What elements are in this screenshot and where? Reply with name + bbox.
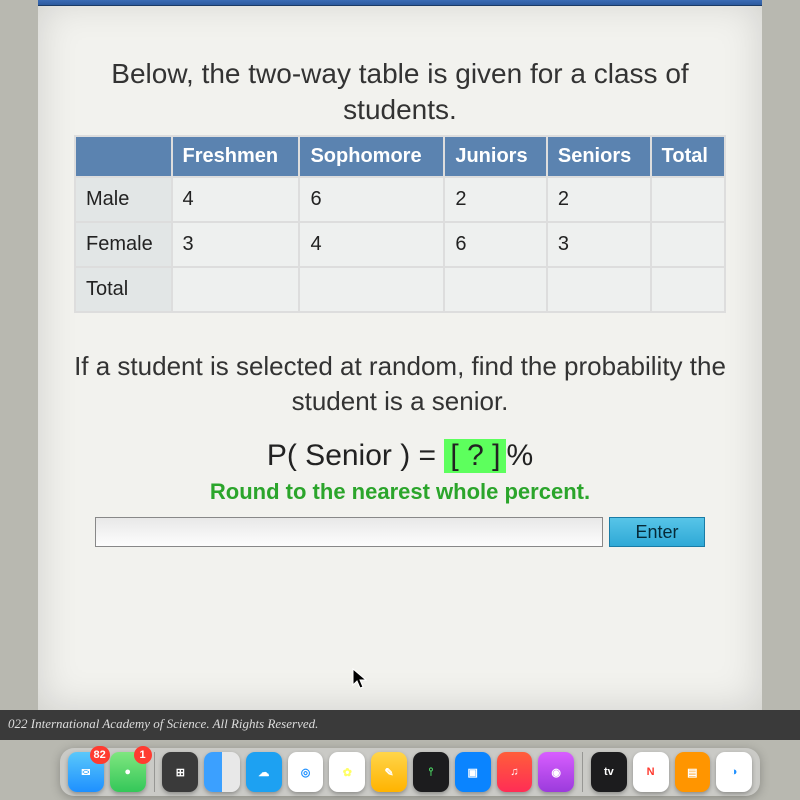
notes-icon[interactable]: ✎ (371, 752, 407, 792)
answer-placeholder: [ ? ] (444, 439, 506, 473)
notification-badge: 82 (90, 746, 110, 764)
stocks-icon[interactable]: ⫯ (413, 752, 449, 792)
finder-icon[interactable] (204, 752, 240, 792)
music-icon[interactable]: ♫ (497, 752, 533, 792)
table-cell (651, 267, 725, 312)
table-cell (444, 267, 547, 312)
table-cell: 3 (172, 222, 300, 267)
dock: ✉82●1 ⊞ ☁◎✿✎⫯▣♫◉ tvN▤◑ (60, 748, 760, 796)
mail-icon[interactable]: ✉82 (68, 752, 104, 792)
answer-input[interactable] (95, 517, 603, 547)
content-area: Below, the two-way table is given for a … (38, 6, 762, 567)
podcasts-icon[interactable]: ◉ (538, 752, 574, 792)
row-header: Male (75, 177, 172, 222)
table-cell: 6 (299, 177, 444, 222)
table-cell: 6 (444, 222, 547, 267)
row-header: Total (75, 267, 172, 312)
table-cell: 2 (444, 177, 547, 222)
app-window: Below, the two-way table is given for a … (38, 0, 762, 710)
table-row: Male4622 (75, 177, 725, 222)
table-row: Total (75, 267, 725, 312)
question-heading: Below, the two-way table is given for a … (74, 56, 726, 129)
table-cell: 4 (299, 222, 444, 267)
table-cell: 3 (547, 222, 651, 267)
news-icon[interactable]: N (633, 752, 669, 792)
col-header: Juniors (444, 136, 547, 177)
answer-row: Enter (95, 517, 705, 547)
table-cell: 2 (547, 177, 651, 222)
col-header-blank (75, 136, 172, 177)
table-cell (172, 267, 300, 312)
table-cell (651, 177, 725, 222)
photos-icon[interactable]: ✿ (329, 752, 365, 792)
books-icon[interactable]: ▤ (675, 752, 711, 792)
table-cell (651, 222, 725, 267)
tv-icon[interactable]: tv (591, 752, 627, 792)
table-row: Female3463 (75, 222, 725, 267)
two-way-table: FreshmenSophomoreJuniorsSeniorsTotal Mal… (74, 135, 726, 313)
col-header: Freshmen (172, 136, 300, 177)
table-cell: 4 (172, 177, 300, 222)
dock-divider (582, 752, 583, 792)
keynote-icon[interactable]: ▣ (455, 752, 491, 792)
probability-formula: P( Senior ) = [ ? ]% (74, 439, 726, 473)
copyright-footer: 022 International Academy of Science. Al… (0, 710, 800, 740)
calculator-icon[interactable]: ⊞ (162, 752, 198, 792)
formula-suffix: % (506, 439, 533, 472)
messages-icon[interactable]: ●1 (110, 752, 146, 792)
col-header: Total (651, 136, 725, 177)
safari-icon[interactable]: ◎ (288, 752, 324, 792)
dock-divider (154, 752, 155, 792)
enter-button[interactable]: Enter (609, 517, 705, 547)
rounding-hint: Round to the nearest whole percent. (74, 479, 726, 505)
formula-prefix: P( Senior ) = (267, 439, 445, 472)
table-cell (299, 267, 444, 312)
col-header: Sophomore (299, 136, 444, 177)
notification-badge: 1 (134, 746, 152, 764)
chat-icon[interactable]: ☁ (246, 752, 282, 792)
table-cell (547, 267, 651, 312)
row-header: Female (75, 222, 172, 267)
col-header: Seniors (547, 136, 651, 177)
question-prompt: If a student is selected at random, find… (74, 349, 726, 419)
compass-icon[interactable]: ◑ (716, 752, 752, 792)
